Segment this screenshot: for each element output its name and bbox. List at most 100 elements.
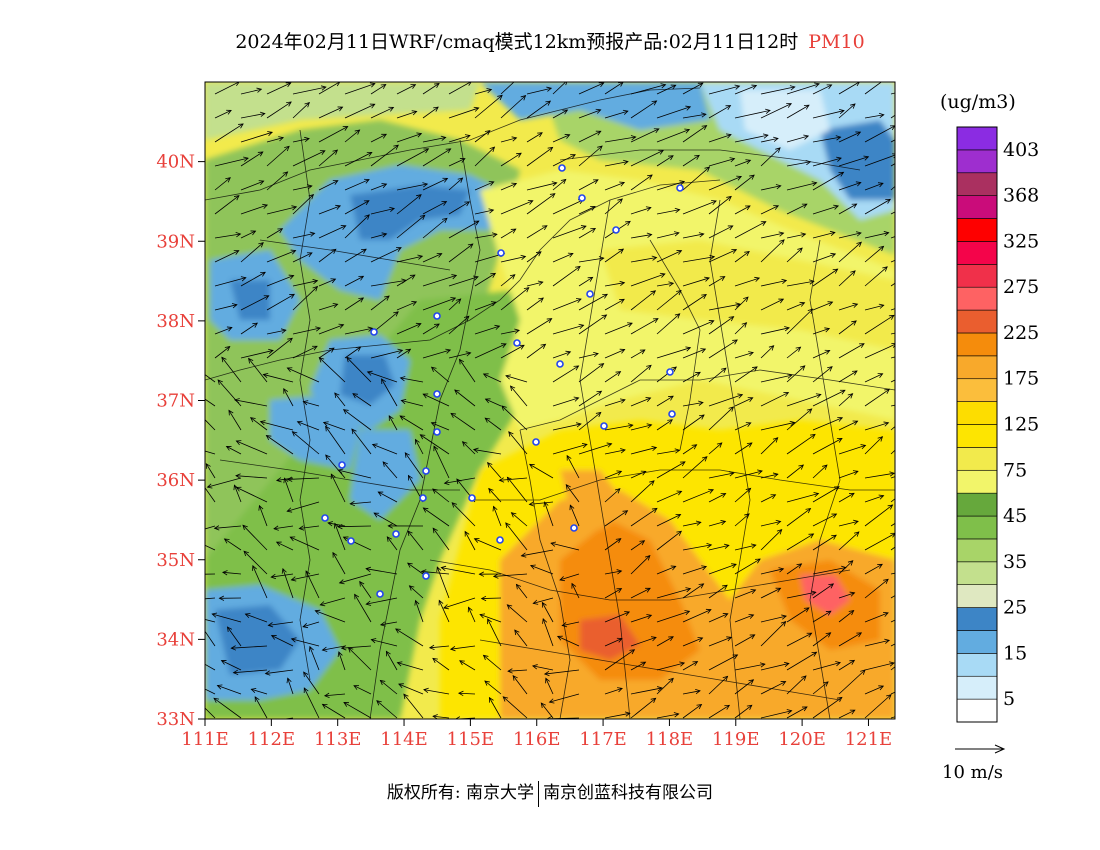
- wind-arrow: [812, 171, 845, 191]
- wind-arrow: [484, 417, 502, 431]
- wind-arrow: [760, 420, 796, 431]
- wind-arrow: [864, 685, 885, 695]
- wind-arrow: [864, 421, 890, 431]
- wind-arrow: [370, 106, 395, 119]
- wind-arrow: [354, 593, 372, 623]
- wind-arrow: [376, 700, 398, 719]
- wind-arrow: [214, 303, 238, 311]
- wind-arrow: [507, 668, 528, 674]
- station-marker: [666, 368, 674, 376]
- wind-arrow: [286, 501, 320, 513]
- wind-arrow: [266, 337, 293, 359]
- wind-arrow: [407, 530, 424, 551]
- wind-arrow: [289, 536, 320, 551]
- wind-arrow: [474, 208, 495, 215]
- wind-arrow: [399, 376, 424, 383]
- wind-arrow: [500, 82, 515, 95]
- wind-arrow: [604, 348, 626, 359]
- wind-arrow: [461, 441, 476, 455]
- wind-arrow: [502, 696, 528, 719]
- wind-arrow: [240, 348, 274, 359]
- wind-arrow: [552, 365, 580, 383]
- wind-arrow: [630, 255, 658, 263]
- wind-arrow: [630, 614, 653, 623]
- wind-arrow: [630, 232, 653, 239]
- wind-arrow: [377, 491, 398, 503]
- wind-arrow: [344, 248, 367, 263]
- wind-arrow: [656, 84, 677, 95]
- wind-arrow: [630, 290, 657, 311]
- colorbar-label: 368: [1003, 185, 1039, 207]
- wind-arrow: [318, 225, 347, 239]
- wind-arrow: [734, 322, 748, 335]
- wind-arrow: [436, 566, 450, 599]
- wind-arrow: [786, 393, 822, 407]
- wind-arrow: [242, 524, 268, 551]
- wind-arrow: [214, 232, 242, 239]
- colorbar-swatch: [956, 675, 998, 700]
- wind-arrow: [492, 573, 528, 579]
- wind-arrow: [220, 660, 242, 671]
- station-markers: [321, 164, 684, 598]
- wind-arrow: [682, 488, 715, 503]
- wind-arrow: [337, 651, 346, 671]
- wind-arrow: [656, 513, 682, 527]
- wind-arrow: [432, 488, 450, 503]
- wind-arrow: [708, 493, 727, 503]
- wind-arrow: [292, 85, 327, 95]
- wind-arrow: [270, 573, 294, 580]
- wind-arrow: [542, 618, 554, 647]
- wind-arrow: [344, 275, 365, 287]
- wind-arrow: [385, 650, 398, 671]
- wind-arrow: [325, 454, 346, 479]
- colorbar-swatch: [956, 195, 998, 219]
- wind-arrow: [812, 696, 843, 719]
- wind-arrow: [864, 314, 895, 335]
- wind-arrow: [630, 636, 657, 647]
- wind-arrow: [318, 149, 339, 167]
- colorbar-label: 275: [1003, 276, 1039, 298]
- wind-arrow: [630, 100, 658, 119]
- wind-arrow: [812, 513, 838, 527]
- wind-arrow: [318, 347, 335, 359]
- wind-arrow: [578, 145, 603, 167]
- wind-arrow: [340, 645, 372, 651]
- wind-arrow: [578, 411, 602, 431]
- wind-arrow: [422, 177, 449, 191]
- wind-arrow: [708, 276, 726, 287]
- station-marker: [578, 194, 586, 202]
- station-marker: [600, 422, 608, 430]
- wind-arrow: [682, 112, 707, 119]
- wind-arrow: [211, 612, 242, 623]
- wind-arrow: [479, 613, 502, 623]
- lon-label: 112E: [248, 729, 296, 750]
- wind-arrow: [480, 595, 502, 602]
- lon-label: 120E: [778, 729, 826, 750]
- station-marker: [676, 184, 684, 192]
- wind-arrow: [552, 298, 582, 311]
- wind-arrow: [214, 123, 244, 143]
- wind-arrow: [395, 628, 424, 647]
- wind-arrow: [890, 476, 895, 479]
- lon-label: 118E: [646, 729, 694, 750]
- wind-arrow: [484, 398, 502, 407]
- wind-arrow: [630, 423, 653, 431]
- wind-arrow: [760, 205, 780, 215]
- wind-arrow: [448, 201, 471, 215]
- wind-arrow: [708, 157, 736, 167]
- wind-arrow: [630, 83, 667, 95]
- wind-arrow: [318, 302, 339, 311]
- wind-arrow: [235, 473, 268, 479]
- wind-arrow: [370, 295, 390, 311]
- wind-arrow: [379, 679, 398, 695]
- wind-arrow: [365, 566, 398, 575]
- wind-arrow: [532, 597, 554, 605]
- title-pollutant: PM10: [808, 31, 865, 53]
- wind-arrow: [786, 464, 805, 479]
- wind-arrow: [500, 344, 525, 359]
- wind-arrow: [630, 272, 666, 287]
- wind-arrow: [387, 523, 424, 529]
- wind-arrow: [264, 669, 294, 676]
- wind-arrow: [318, 180, 339, 191]
- wind-arrow: [682, 125, 708, 143]
